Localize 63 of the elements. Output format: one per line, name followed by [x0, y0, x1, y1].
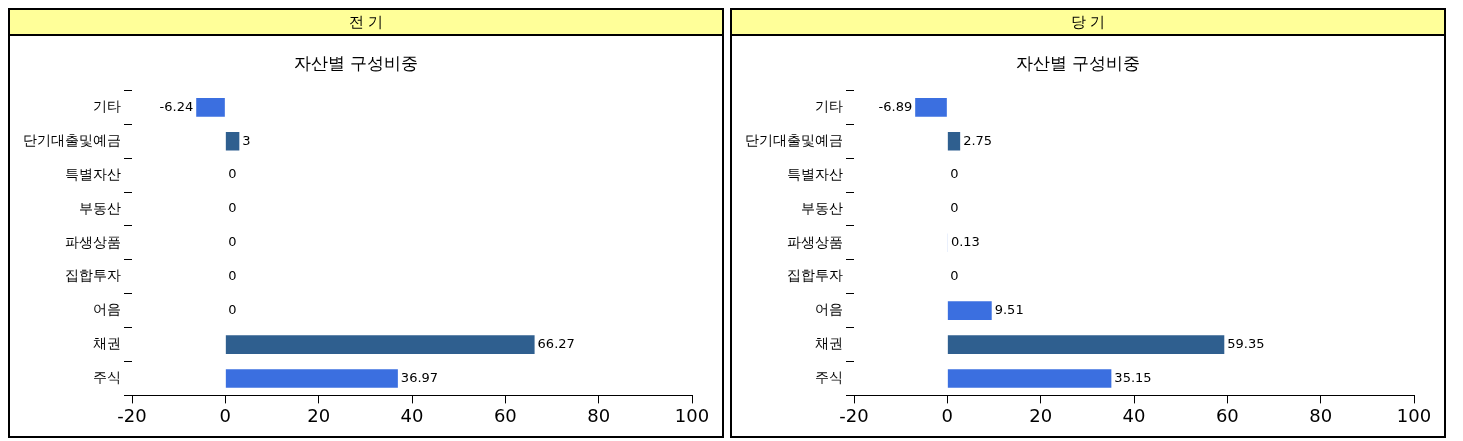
data-label: 0	[950, 268, 959, 284]
x-tick-label: 40	[400, 404, 424, 426]
y-tick-label: 단기대출및예금	[23, 131, 121, 148]
data-label: 66.27	[537, 335, 575, 351]
y-tick-label: 부동산	[79, 199, 121, 216]
y-tick-label: 집합투자	[65, 267, 121, 284]
y-tick-label: 특별자산	[65, 165, 121, 182]
data-label: 0	[950, 200, 959, 216]
data-label: 0	[950, 166, 959, 182]
y-tick-label: 특별자산	[787, 165, 843, 182]
data-label: 35.15	[1114, 369, 1152, 385]
data-label: 0	[228, 268, 237, 284]
x-tick-label: 60	[1215, 404, 1239, 426]
data-label: 2.75	[963, 132, 993, 148]
x-tick-label: 80	[1309, 404, 1333, 426]
bar	[947, 335, 1225, 354]
data-label: 3	[242, 132, 251, 148]
bar	[915, 98, 947, 117]
bar	[225, 369, 398, 388]
bar	[947, 131, 961, 151]
chart-title: 당 기	[732, 10, 1444, 36]
y-tick-label: 어음	[93, 301, 121, 318]
data-label: -6.89	[878, 98, 913, 114]
chart-subtitle: 자산별 구성비중	[293, 52, 419, 73]
x-tick-label: -20	[839, 404, 869, 426]
x-tick-label: 20	[307, 404, 331, 426]
x-tick-label: 20	[1029, 404, 1053, 426]
data-label: -6.24	[159, 98, 194, 114]
y-tick-label: 집합투자	[787, 267, 843, 284]
data-label: 59.35	[1227, 335, 1265, 351]
y-tick-label: 단기대출및예금	[745, 131, 843, 148]
x-tick-label: 100	[1396, 404, 1432, 426]
x-tick-label: 80	[587, 404, 611, 426]
y-tick-label: 채권	[815, 335, 843, 352]
y-tick-label: 주식	[815, 369, 843, 386]
y-tick-label: 어음	[815, 301, 843, 318]
x-tick-label: -20	[117, 404, 147, 426]
data-label: 9.51	[994, 302, 1024, 318]
y-tick-label: 주식	[93, 369, 121, 386]
bar	[947, 369, 1112, 388]
data-label: 0	[228, 234, 237, 250]
data-label: 36.97	[400, 369, 439, 385]
bar	[225, 335, 535, 354]
chart-subtitle: 자산별 구성비중	[1015, 52, 1141, 73]
y-tick-label: 파생상품	[65, 233, 121, 250]
y-tick-label: 파생상품	[787, 233, 843, 250]
data-label: 0.13	[950, 234, 980, 250]
x-tick-label: 100	[674, 404, 710, 426]
bar	[947, 301, 992, 320]
x-tick-label: 40	[1122, 404, 1146, 426]
data-label: 0	[228, 200, 237, 216]
y-tick-label: 기타	[93, 97, 121, 114]
chart-title: 전 기	[10, 10, 722, 36]
bar	[225, 131, 240, 151]
y-tick-label: 부동산	[801, 199, 843, 216]
data-label: 0	[228, 166, 237, 182]
y-tick-label: 기타	[815, 97, 843, 114]
x-tick-label: 0	[941, 404, 954, 426]
x-tick-label: 60	[493, 404, 517, 426]
bar	[196, 98, 225, 117]
data-label: 0	[228, 302, 237, 318]
y-tick-label: 채권	[93, 335, 121, 352]
x-tick-label: 0	[219, 404, 232, 426]
